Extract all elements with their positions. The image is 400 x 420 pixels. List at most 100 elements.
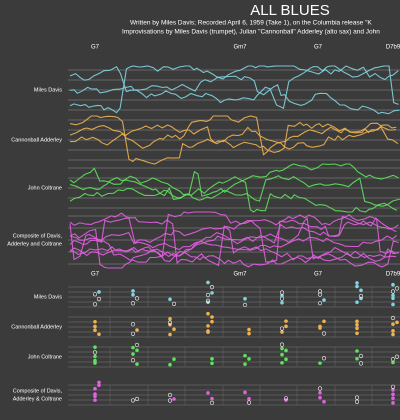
melody-line (69, 122, 397, 144)
row-label: Adderley & Coltrane (13, 396, 62, 402)
melody-line (69, 217, 397, 263)
note-dot (168, 332, 172, 337)
note-dot (93, 320, 97, 324)
row-label: Cannonball Adderley (11, 324, 62, 330)
note-dot (355, 322, 359, 327)
note-dot (167, 392, 173, 398)
note-dot (131, 345, 135, 350)
note-dot (172, 357, 176, 361)
note-dot (93, 361, 97, 365)
note-dot (93, 328, 97, 333)
row-label: Composite of Davis, (13, 388, 63, 394)
note-dot (210, 357, 214, 361)
note-dot (135, 348, 139, 353)
note-dot (284, 324, 288, 329)
note-dot (130, 398, 136, 403)
subtitle: Improvisations by Miles Davis (trumpet),… (122, 29, 380, 36)
melody-line (69, 225, 397, 269)
note-dot (247, 331, 251, 336)
melody-line (69, 212, 399, 268)
note-dot (206, 280, 210, 285)
note-dot (247, 397, 251, 401)
note-dot (322, 298, 326, 302)
melody-line (69, 163, 399, 201)
note-dot (317, 386, 323, 391)
note-dot (93, 386, 97, 391)
row-label: John Coltrane (28, 185, 62, 191)
note-dot (210, 396, 214, 401)
note-dot (284, 348, 288, 353)
note-dot (390, 357, 396, 362)
note-dot (134, 342, 140, 348)
note-dot (210, 319, 214, 324)
row-label: Miles Davis (34, 87, 62, 93)
chord-label: G7 (314, 45, 323, 51)
melody-line (69, 75, 400, 115)
note-dot (358, 293, 364, 299)
note-dot (135, 328, 139, 332)
melody-line (69, 115, 399, 165)
note-dot (391, 293, 395, 298)
note-dot (205, 298, 211, 303)
note-dot (395, 320, 399, 325)
melody-line (69, 211, 396, 258)
chord-label: Gm7 (233, 45, 247, 51)
note-dot (391, 322, 395, 327)
note-dot (280, 293, 284, 298)
note-dot (391, 296, 395, 301)
note-dot (354, 399, 360, 404)
note-dot (97, 383, 101, 388)
note-dot (355, 349, 359, 353)
note-dot (210, 315, 214, 319)
note-dot (284, 357, 288, 362)
note-dot (130, 358, 136, 363)
note-dot (391, 396, 395, 401)
note-dot (247, 327, 251, 332)
note-dot (391, 388, 395, 392)
note-dot (168, 362, 172, 367)
note-dot (394, 354, 400, 359)
note-dot (130, 301, 136, 306)
note-dot (93, 398, 97, 402)
note-dot (280, 300, 284, 305)
note-dot (93, 345, 97, 349)
note-dot (321, 356, 327, 361)
chord-label: G7 (91, 45, 100, 51)
note-dot (130, 322, 136, 327)
note-dot (167, 320, 173, 325)
note-dot (322, 319, 326, 324)
melody-line (69, 65, 399, 109)
title: ALL BLUES (250, 2, 330, 19)
note-dot (206, 324, 210, 328)
note-dot (93, 392, 97, 396)
melody-line (69, 65, 399, 114)
note-dot (93, 354, 97, 359)
note-dot (246, 400, 252, 405)
note-dot (322, 399, 326, 404)
note-dot (172, 327, 176, 332)
note-dot (135, 362, 139, 366)
note-dot (92, 350, 98, 355)
note-dot (242, 302, 248, 308)
content: G7 Gm7 G7 D7b9 Miles Davis Cannonball Adderle… (7, 45, 400, 406)
note-dot (279, 290, 285, 295)
chord-label: Gm7 (233, 272, 247, 278)
melody-line (69, 115, 397, 156)
note-dot (354, 395, 360, 400)
note-dot (210, 291, 214, 295)
note-dot (280, 330, 284, 334)
note-dot (390, 384, 396, 389)
row-label: Miles Davis (34, 294, 62, 300)
note-dot (247, 357, 251, 361)
note-dot (131, 289, 135, 293)
note-dot (391, 302, 395, 307)
note-dot (93, 324, 97, 329)
note-dot (391, 329, 395, 333)
row-label: Cannonball Adderley (11, 137, 62, 143)
note-dot (358, 361, 364, 366)
melody-line (69, 217, 398, 251)
note-dot (355, 319, 359, 324)
note-dot (168, 317, 172, 321)
note-dot (97, 290, 101, 294)
